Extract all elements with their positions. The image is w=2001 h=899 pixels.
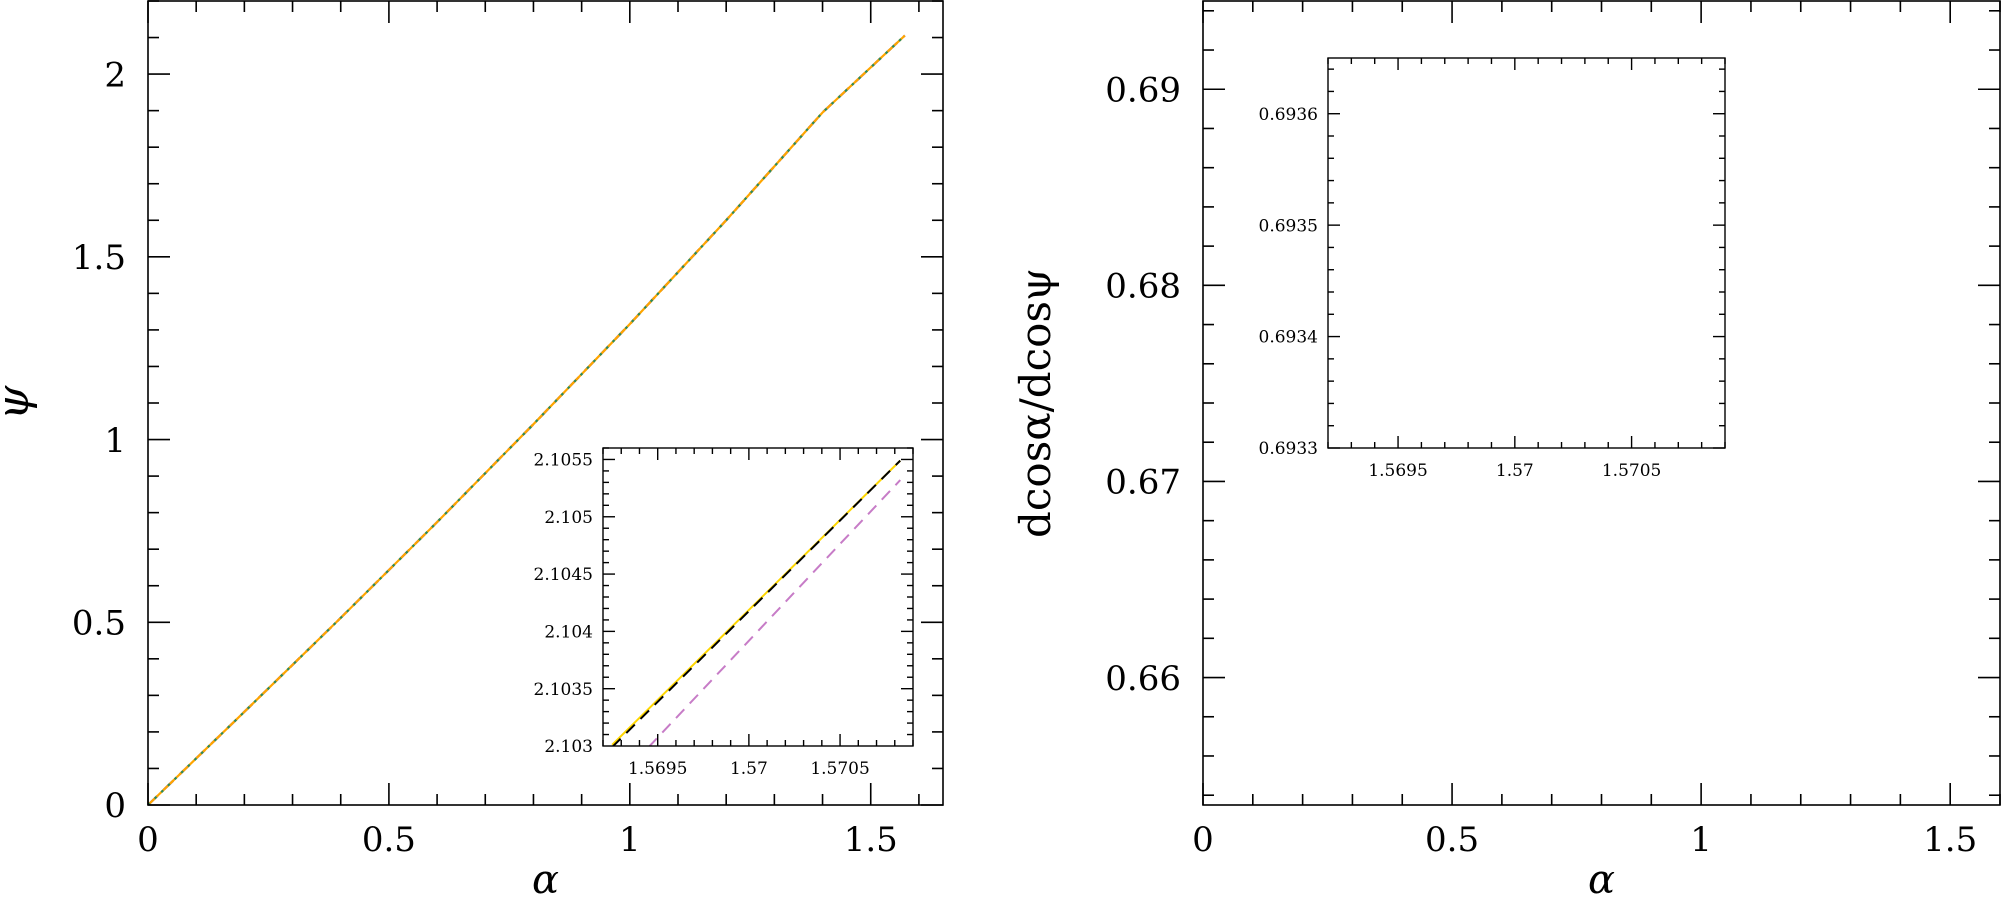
inset-y-tick-label: 2.104 (544, 623, 593, 643)
main-x-tick-label: 0.5 (362, 820, 416, 860)
inset-x-tick-label: 1.5705 (810, 759, 869, 779)
main-series-line-2 (148, 34, 906, 805)
main-x-tick-label: 1 (619, 820, 641, 860)
main-x-tick-label: 0 (1192, 820, 1214, 860)
main-y-tick-label: 0 (104, 786, 126, 826)
inset-x-tick-label: 1.57 (1496, 461, 1534, 481)
main-x-tick-label: 0 (137, 820, 159, 860)
main-y-tick-label: 0.67 (1105, 463, 1181, 503)
main-y-tick-label: 0.69 (1105, 70, 1181, 110)
x-axis-label: α (1588, 857, 1615, 899)
chart-dcos-ratio-vs-alpha: 0 0.5 1 1.5 0.66 0.67 0.68 0.69 α dcosα/dcosψ 1.56… (1011, 0, 2001, 899)
inset-y-tick-label: 2.1045 (534, 565, 593, 585)
main-y-tick-label: 0.68 (1105, 267, 1181, 307)
x-axis-label: α (532, 857, 559, 899)
inset-x-tick-label: 1.5695 (628, 759, 687, 779)
inset-y-tick-label: 2.103 (544, 737, 593, 757)
chart-psi-vs-alpha: 0 0.5 1 1.5 0 0.5 1 1.5 2 α ψ 1.5695 1.57 1.5705 2.103… (0, 0, 944, 899)
inset-series-line-2 (648, 479, 901, 746)
inset-series-line-1 (611, 459, 901, 746)
inset-x-tick-label: 1.57 (730, 759, 768, 779)
main-x-tick-label: 1.5 (1923, 820, 1977, 860)
y-axis-label: ψ (0, 385, 39, 420)
main-y-tick-label: 2 (104, 55, 126, 95)
inset-y-tick-label: 0.6934 (1259, 328, 1318, 348)
inset-y-tick-label: 0.6935 (1259, 216, 1318, 236)
inset-chart: 1.5695 1.57 1.5705 2.103 2.1035 2.104 2.1045 2.… (534, 447, 914, 779)
inset-y-tick-label: 0.6933 (1259, 439, 1318, 459)
inset-y-tick-label: 2.1035 (534, 680, 593, 700)
inset-y-tick-label: 2.1055 (534, 451, 593, 471)
main-y-tick-label: 0.5 (72, 604, 126, 644)
inset-x-tick-label: 1.5695 (1368, 461, 1427, 481)
inset-x-tick-label: 1.5705 (1602, 461, 1661, 481)
y-axis-label: dcosα/dcosψ (1011, 268, 1060, 538)
main-y-tick-label: 0.66 (1105, 659, 1181, 699)
inset-chart: 1.5695 1.57 1.5705 0.6933 0.6934 0.6935 0.6936 (1259, 57, 1726, 481)
inset-y-tick-label: 0.6936 (1259, 105, 1318, 125)
main-x-tick-label: 1 (1690, 820, 1712, 860)
main-y-tick-label: 1.5 (72, 238, 126, 278)
main-x-tick-label: 1.5 (844, 820, 898, 860)
main-y-tick-label: 1 (104, 421, 126, 461)
inset-frame (1327, 57, 1726, 449)
main-x-tick-label: 0.5 (1425, 820, 1479, 860)
inset-plot-area (1328, 58, 1725, 448)
inset-y-tick-label: 2.105 (544, 508, 593, 528)
